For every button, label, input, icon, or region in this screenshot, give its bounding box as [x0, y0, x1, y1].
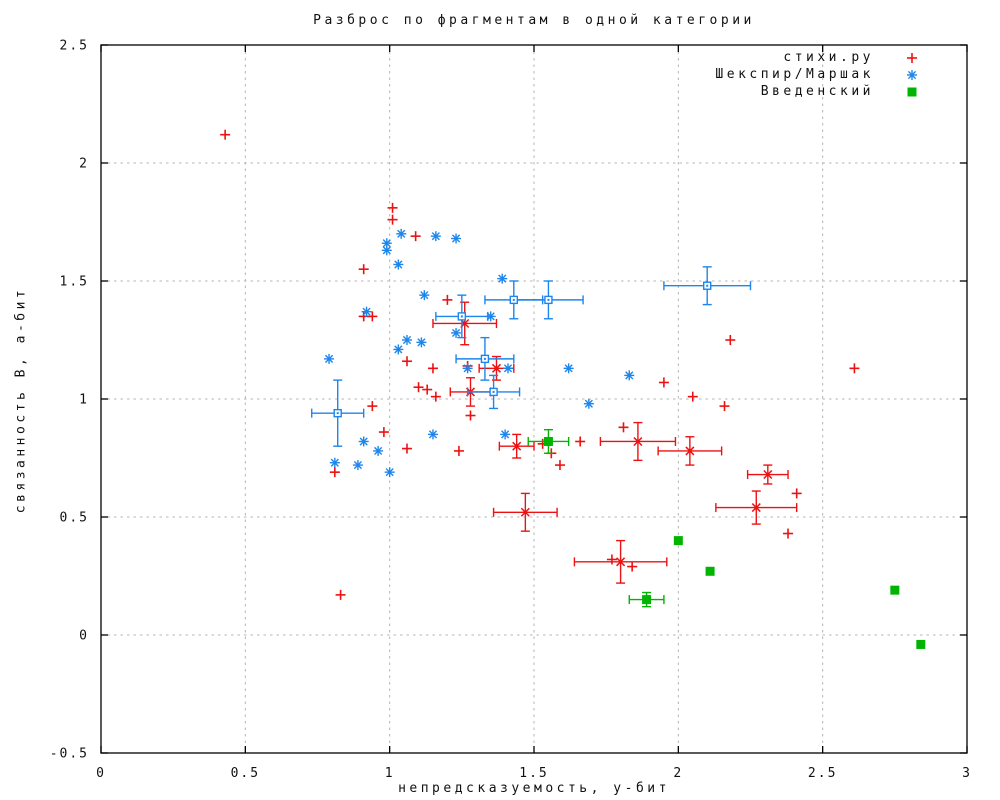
legend-label: Шекспир/Маршак: [715, 67, 874, 82]
legend-marker-plus-icon: [907, 52, 917, 63]
chart-title: Разброс по фрагментам в одной категории: [313, 13, 755, 28]
svg-text:2: 2: [79, 157, 89, 172]
legend-item-2: Шекспир/Маршак: [715, 66, 926, 83]
legend-item-1: стихи.ру: [715, 49, 926, 66]
svg-text:0: 0: [79, 629, 89, 644]
legend-item-3: Введенский: [715, 83, 926, 100]
legend-label: стихи.ру: [783, 50, 874, 65]
legend: стихи.ру Шекспир/Маршак Введенский: [715, 49, 926, 100]
svg-text:-0.5: -0.5: [50, 747, 89, 762]
svg-text:0: 0: [96, 766, 106, 781]
svg-text:1.5: 1.5: [519, 766, 548, 781]
svg-text:1: 1: [385, 766, 395, 781]
legend-marker-asterisk-icon: [907, 69, 917, 80]
legend-marker-square-icon: [907, 87, 917, 96]
svg-text:1: 1: [79, 393, 89, 408]
svg-text:3: 3: [962, 766, 972, 781]
y-axis-label: связанность В, а-бит: [13, 286, 29, 514]
x-axis-label: непредсказуемость, у-бит: [398, 781, 670, 796]
svg-text:2.5: 2.5: [808, 766, 837, 781]
legend-label: Введенский: [760, 84, 874, 99]
svg-text:2.5: 2.5: [60, 39, 89, 54]
svg-text:2: 2: [673, 766, 683, 781]
svg-text:0.5: 0.5: [231, 766, 260, 781]
svg-text:1.5: 1.5: [60, 275, 89, 290]
svg-text:0.5: 0.5: [60, 511, 89, 526]
